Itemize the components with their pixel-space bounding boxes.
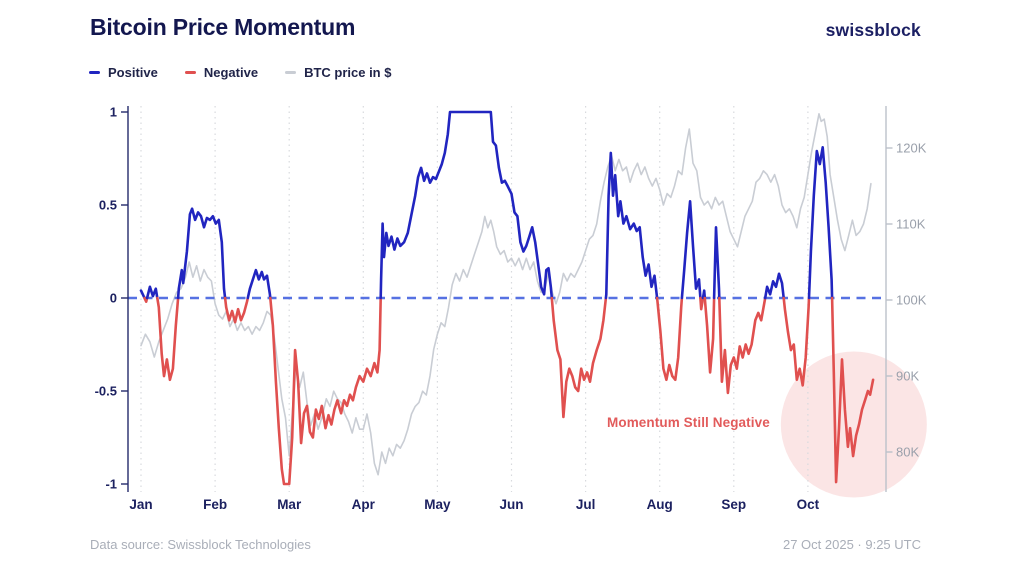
month-label-jan: Jan [129,497,152,512]
momentum-positive-segment [379,110,554,300]
left-tick-label: 1 [110,105,117,120]
right-tick-label: 120K [896,141,927,156]
momentum-negative-segment [782,296,811,387]
timestamp: 27 Oct 2025 · 9:25 UTC [782,537,921,552]
data-source: Data source: Swissblock Technologies [90,537,311,552]
momentum-positive-segment [807,146,834,300]
chart-annotation: Momentum Still Negative [607,415,770,430]
right-tick-label: 80K [896,445,919,460]
negative-line-swatch-icon [184,71,196,74]
brand-logo: swissblock [825,20,921,40]
momentum-positive-segment [246,268,272,300]
right-tick-label: 110K [896,217,926,232]
page-title: Bitcoin Price Momentum [90,14,356,40]
highlight-circle [780,351,927,498]
momentum-line [139,110,875,486]
momentum-negative-segment [269,296,382,486]
month-label-jun: Jun [499,497,523,512]
right-tick-label: 100K [896,293,927,308]
month-label-sep: Sep [721,497,746,512]
legend-label-negative: Negative [203,65,259,80]
momentum-negative-segment [703,296,716,374]
momentum-positive-segment [763,272,785,300]
momentum-positive-segment [680,200,702,300]
momentum-negative-segment [550,296,608,419]
positive-line-swatch-icon [89,71,100,74]
month-label-mar: Mar [277,497,302,512]
right-tick-label: 90K [896,369,919,384]
month-label-feb: Feb [203,497,227,512]
month-label-jul: Jul [576,497,596,512]
momentum-negative-segment [718,296,767,395]
legend-item-btc-price: BTC price in $ [285,65,391,80]
month-label-oct: Oct [797,497,820,512]
btc-price-line [140,113,872,476]
month-labels: Jan Feb Mar Apr May Jun Jul Aug Sep Oct [129,497,819,512]
btc-price-line-swatch-icon [285,71,297,74]
left-tick-label: 0 [110,291,117,306]
legend-item-negative: Negative [184,65,259,80]
legend-item-positive: Positive [89,65,158,80]
momentum-positive-segment [139,289,146,300]
month-label-may: May [424,497,451,512]
legend-label-positive: Positive [108,65,158,80]
momentum-positive-segment [701,289,707,300]
right-axis: 120K 110K 100K 90K 80K [885,106,927,492]
momentum-negative-segment [830,296,875,484]
legend-label-btc-price: BTC price in $ [304,65,392,80]
footer: Data source: Swissblock Technologies 27 … [90,537,921,552]
momentum-positive-segment [145,285,159,300]
left-tick-label: -0.5 [95,384,117,399]
momentum-positive-segment [176,207,227,300]
momentum-negative-segment [223,296,250,324]
month-label-apr: Apr [352,497,376,512]
month-label-aug: Aug [647,497,673,512]
momentum-negative-segment [156,296,180,382]
momentum-positive-segment [712,226,721,300]
left-axis: 1 0.5 0 -0.5 -1 [95,105,129,492]
momentum-positive-segment [604,151,659,300]
left-tick-label: -1 [105,477,117,492]
momentum-negative-segment [655,296,684,382]
left-tick-label: 0.5 [99,198,117,213]
chart-legend: Positive Negative BTC price in $ [89,65,391,80]
momentum-negative-segment [699,296,705,311]
